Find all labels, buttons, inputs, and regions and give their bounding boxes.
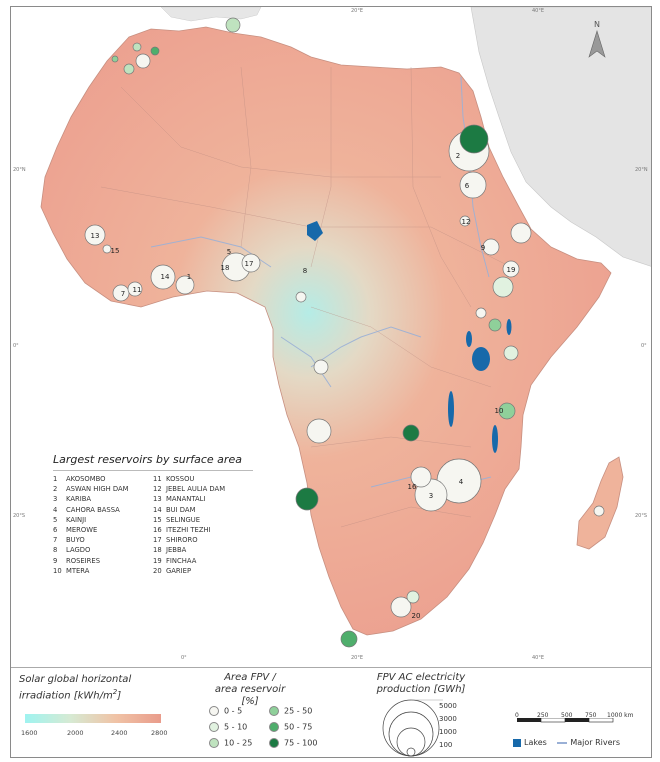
list-item: 13 MANANTALI <box>153 495 206 504</box>
ghi-color-ramp <box>25 714 161 723</box>
list-item: 10 MTERA <box>53 566 90 575</box>
list-item: 5 KAINJI <box>53 515 87 524</box>
list-item: 20 GARIEP <box>153 566 192 575</box>
ghi-tick: 2000 <box>67 729 84 737</box>
area-class-item: 75 - 100 <box>269 738 317 748</box>
list-item: 14 BUI DAM <box>153 505 196 514</box>
lakes-label: Lakes <box>524 738 547 747</box>
reservoir-list-divider <box>53 470 253 471</box>
rivers-label: Major Rivers <box>570 738 620 747</box>
scale-label: 750 <box>585 712 597 719</box>
lakes <box>307 221 512 453</box>
svg-text:9: 9 <box>481 244 485 252</box>
svg-text:14: 14 <box>161 273 170 281</box>
lakes-rivers-legend: Lakes Major Rivers <box>513 738 620 747</box>
reservoir-list-title: Largest reservoirs by surface area <box>53 453 242 466</box>
svg-text:5: 5 <box>227 248 231 256</box>
graticule-right-20n: 20°N <box>635 167 648 173</box>
production-legend-title: FPV AC electricity production [GWh] <box>376 672 466 695</box>
graticule-left-20n: 20°N <box>13 167 26 173</box>
area-class-item: 0 - 5 <box>209 706 242 716</box>
list-item: 19 FINCHAA <box>153 556 197 565</box>
svg-text:4: 4 <box>459 478 464 486</box>
graticule-bottom-20e: 20°E <box>351 655 364 661</box>
graticule-right-0: 0° <box>641 343 647 349</box>
lake-swatch <box>513 738 521 747</box>
svg-text:17: 17 <box>245 260 254 268</box>
reservoir-circles <box>84 17 605 648</box>
graticule-bottom-0: 0° <box>181 655 187 661</box>
river-swatch <box>557 741 568 744</box>
graticule-bottom-40e: 40°E <box>532 655 545 661</box>
graticule-left-0: 0° <box>13 343 19 349</box>
area-class-item: 5 - 10 <box>209 722 247 732</box>
svg-text:18: 18 <box>221 264 230 272</box>
europe-land <box>160 7 262 22</box>
scale-label: 500 <box>561 712 573 719</box>
legend-strip: Solar global horizontal irradiation [kWh… <box>11 667 651 757</box>
scale-label: 0 <box>515 712 519 719</box>
reservoir-list-panel: Largest reservoirs by surface area 1 AKOS… <box>47 447 257 597</box>
ghi-tick: 2800 <box>151 729 168 737</box>
list-item: 3 KARIBA <box>53 495 92 504</box>
svg-text:15: 15 <box>111 247 120 255</box>
svg-text:2: 2 <box>456 152 460 160</box>
list-item: 15 SELINGUE <box>153 515 201 524</box>
svg-text:3: 3 <box>429 492 433 500</box>
production-value: 5000 <box>439 702 457 710</box>
reservoir-list-col-2: 11 KOSSOU 12 JEBEL AULIA DAM 13 MANANTALI 1… <box>153 475 253 577</box>
list-item: 12 JEBEL AULIA DAM <box>153 485 226 494</box>
scale-bar <box>517 718 614 723</box>
svg-text:13: 13 <box>91 232 100 240</box>
production-value: 3000 <box>439 715 457 723</box>
reservoir-numbers: 1 2 3 4 5 6 7 8 9 10 11 12 13 14 15 16 1… <box>91 152 516 620</box>
production-value: 100 <box>439 741 453 749</box>
list-item: 8 LAGDO <box>53 546 91 555</box>
svg-text:10: 10 <box>495 407 504 415</box>
list-item: 6 MEROWE <box>53 525 98 534</box>
ghi-tick: 2400 <box>111 729 128 737</box>
list-item: 11 KOSSOU <box>153 475 195 483</box>
africa-map: 1 2 3 4 5 6 7 8 9 10 11 12 13 14 15 16 1… <box>40 7 651 648</box>
svg-text:7: 7 <box>121 290 125 298</box>
list-item: 7 BUYO <box>53 536 85 545</box>
svg-text:12: 12 <box>462 218 471 226</box>
map-frame: 1 2 3 4 5 6 7 8 9 10 11 12 13 14 15 16 1… <box>10 6 652 758</box>
madagascar <box>576 456 624 550</box>
graticule-top-20e: 20°E <box>351 8 364 14</box>
list-item: 2 ASWAN HIGH DAM <box>53 485 129 494</box>
list-item: 18 JEBBA <box>153 546 187 555</box>
arabia-land <box>470 7 651 267</box>
graticule-left-20s: 20°S <box>13 513 26 519</box>
ghi-legend-title: Solar global horizontal irradiation [kWh… <box>19 674 132 702</box>
scale-label: 250 <box>537 712 549 719</box>
svg-text:16: 16 <box>408 483 417 491</box>
scale-label: 1000 km <box>607 712 634 719</box>
ghi-tick: 1600 <box>21 729 38 737</box>
graticule-right-20s: 20°S <box>635 513 648 519</box>
list-item: 4 CAHORA BASSA <box>53 505 120 514</box>
production-value: 1000 <box>439 728 457 736</box>
north-label: N <box>594 20 600 29</box>
list-item: 16 ITEZHI TEZHI <box>153 525 211 534</box>
north-arrow <box>588 29 606 58</box>
svg-text:20: 20 <box>412 612 421 620</box>
area-class-item: 50 - 75 <box>269 722 312 732</box>
list-item: 1 AKOSOMBO <box>53 475 106 483</box>
svg-text:1: 1 <box>187 273 191 281</box>
list-item: 17 SHIRORO <box>153 536 198 545</box>
svg-text:11: 11 <box>133 286 142 294</box>
production-size-circles <box>382 699 443 757</box>
area-legend-title: Area FPV / area reservoir [%] <box>214 672 286 707</box>
graticule-top-40e: 40°E <box>532 8 545 14</box>
reservoir-list-col-1: 1 AKOSOMBO 2 ASWAN HIGH DAM 3 KARIBA 4 CAHOR… <box>53 475 153 577</box>
area-class-item: 25 - 50 <box>269 706 312 716</box>
area-class-item: 10 - 25 <box>209 738 252 748</box>
svg-text:6: 6 <box>465 182 470 190</box>
list-item: 9 ROSEIRES <box>53 556 101 565</box>
svg-text:8: 8 <box>303 267 307 275</box>
svg-text:19: 19 <box>507 266 516 274</box>
